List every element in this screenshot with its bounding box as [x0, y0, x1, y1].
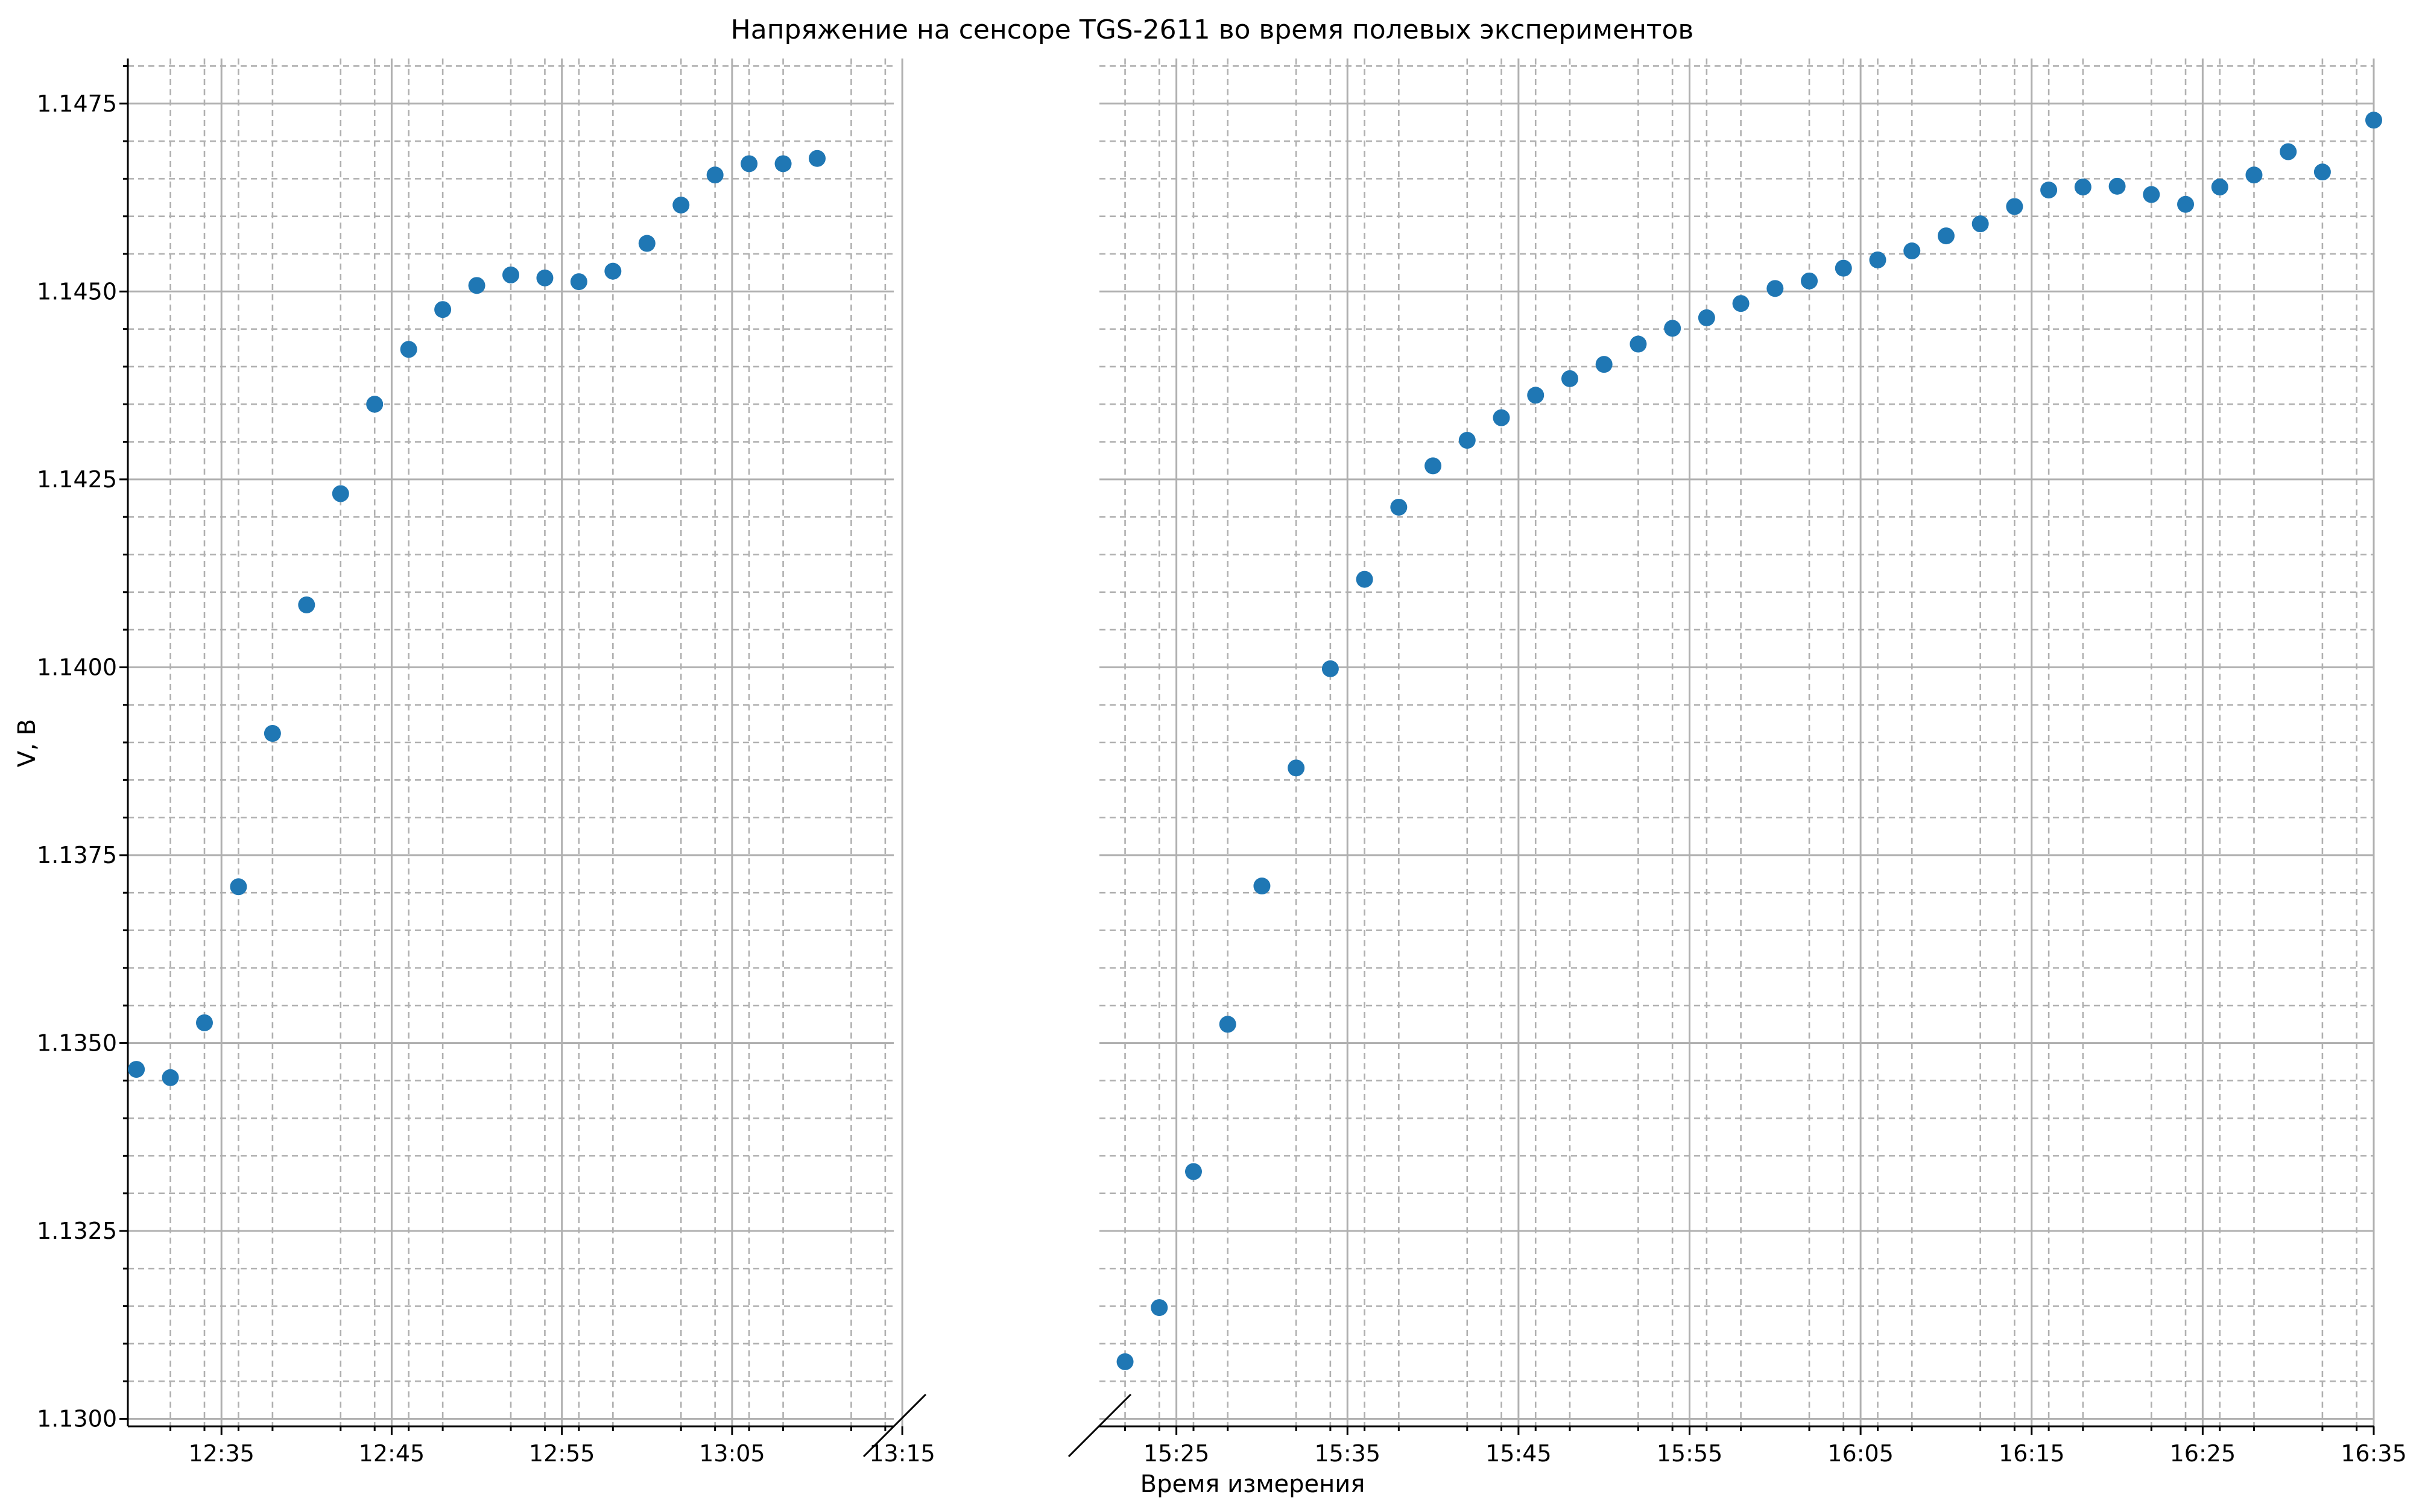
x-tick-label: 12:35	[188, 1440, 255, 1467]
data-point	[1630, 335, 1647, 353]
data-point	[128, 1061, 145, 1078]
x-tick-label: 15:35	[1314, 1440, 1380, 1467]
y-tick-label: 1.1450	[37, 278, 117, 305]
data-point	[264, 725, 281, 742]
x-tick-label: 12:55	[529, 1440, 595, 1467]
right-panel: 15:25 15:35 15:45 15:55 16:05 16:15 16:25 16:35	[1099, 59, 2407, 1467]
y-tick-label: 1.1425	[37, 466, 117, 493]
data-point	[1937, 227, 1955, 245]
data-point	[2040, 182, 2058, 199]
data-point	[2074, 179, 2091, 196]
data-point	[1253, 878, 1271, 895]
data-point	[1116, 1353, 1134, 1370]
left-panel: 12:35 12:45 12:55 13:05 13:15	[119, 59, 935, 1467]
data-point	[1766, 280, 1784, 297]
y-tick-label: 1.1325	[37, 1218, 117, 1244]
data-point	[2143, 186, 2160, 203]
data-point	[741, 155, 758, 172]
x-tick-label: 12:45	[359, 1440, 425, 1467]
x-tick-label: 16:15	[1999, 1440, 2065, 1467]
data-point	[332, 485, 349, 502]
x-tick-label: 15:45	[1485, 1440, 1552, 1467]
data-point	[1151, 1299, 1168, 1317]
y-tick-label: 1.1300	[37, 1406, 117, 1432]
data-point	[1493, 409, 1510, 426]
grid	[128, 59, 903, 1426]
data-point	[809, 150, 826, 167]
break-mark-left	[862, 1393, 927, 1458]
data-point	[2245, 166, 2263, 184]
x-tick-label: 13:05	[699, 1440, 765, 1467]
x-axis-label: Время измерения	[1140, 1470, 1365, 1498]
data-point	[1664, 320, 1681, 337]
data-point	[434, 301, 452, 318]
break-mark-right	[1067, 1393, 1132, 1458]
data-point	[162, 1069, 179, 1086]
data-point	[2006, 198, 2023, 215]
data-point	[672, 197, 690, 214]
data-point	[1527, 387, 1544, 404]
data-point	[1321, 660, 1339, 677]
data-point	[1561, 370, 1578, 387]
data-point	[604, 262, 622, 280]
y-axis-label: V, В	[13, 719, 41, 767]
x-tick-label: 13:15	[869, 1440, 935, 1467]
x-tick-label: 16:25	[2170, 1440, 2236, 1467]
x-tick-label: 15:55	[1657, 1440, 1723, 1467]
x-tick-label: 16:05	[1827, 1440, 1894, 1467]
data-point	[1219, 1016, 1236, 1033]
data-point	[1869, 251, 1886, 268]
data-point	[1458, 432, 1476, 449]
grid	[1099, 59, 2375, 1426]
data-point	[1424, 457, 1442, 475]
data-point	[2177, 195, 2195, 213]
data-point	[706, 166, 724, 184]
y-axis-tick-labels: 1.1300 1.1325 1.1350 1.1375 1.1400 1.1425 1.14…	[37, 90, 117, 1432]
y-tick-label: 1.1350	[37, 1030, 117, 1056]
data-point	[502, 266, 519, 283]
data-point	[2280, 143, 2297, 160]
data-point	[1288, 759, 1305, 777]
data-point	[1732, 295, 1750, 312]
x-tick-label: 16:35	[2341, 1440, 2407, 1467]
data-point	[536, 269, 554, 286]
data-point	[196, 1014, 213, 1031]
y-tick-label: 1.1375	[37, 842, 117, 868]
data-point	[1835, 259, 1852, 277]
chart-title: Напряжение на сенсоре TGS-2611 во время …	[731, 14, 1694, 45]
x-tick-label: 15:25	[1143, 1440, 1210, 1467]
data-point	[2211, 179, 2228, 196]
data-point	[400, 341, 417, 358]
data-point	[230, 878, 247, 896]
data-point	[298, 596, 315, 613]
data-point	[570, 273, 587, 291]
data-point	[468, 277, 485, 294]
axis-break-marks	[862, 1393, 1132, 1458]
data-point	[1971, 215, 1989, 233]
data-point	[1595, 356, 1613, 373]
y-tick-label: 1.1475	[37, 90, 117, 117]
data-point	[2313, 163, 2331, 181]
data-point	[774, 155, 792, 172]
data-point	[1390, 498, 1408, 516]
data-point	[1801, 272, 1818, 289]
y-tick-label: 1.1400	[37, 654, 117, 680]
data-point	[1356, 571, 1373, 588]
data-point	[1184, 1163, 1202, 1180]
data-point	[366, 396, 384, 413]
data-point	[2365, 112, 2382, 129]
data-point	[2108, 177, 2126, 195]
data-point	[638, 235, 656, 252]
data-point	[1698, 309, 1715, 326]
data-point	[1903, 242, 1921, 260]
